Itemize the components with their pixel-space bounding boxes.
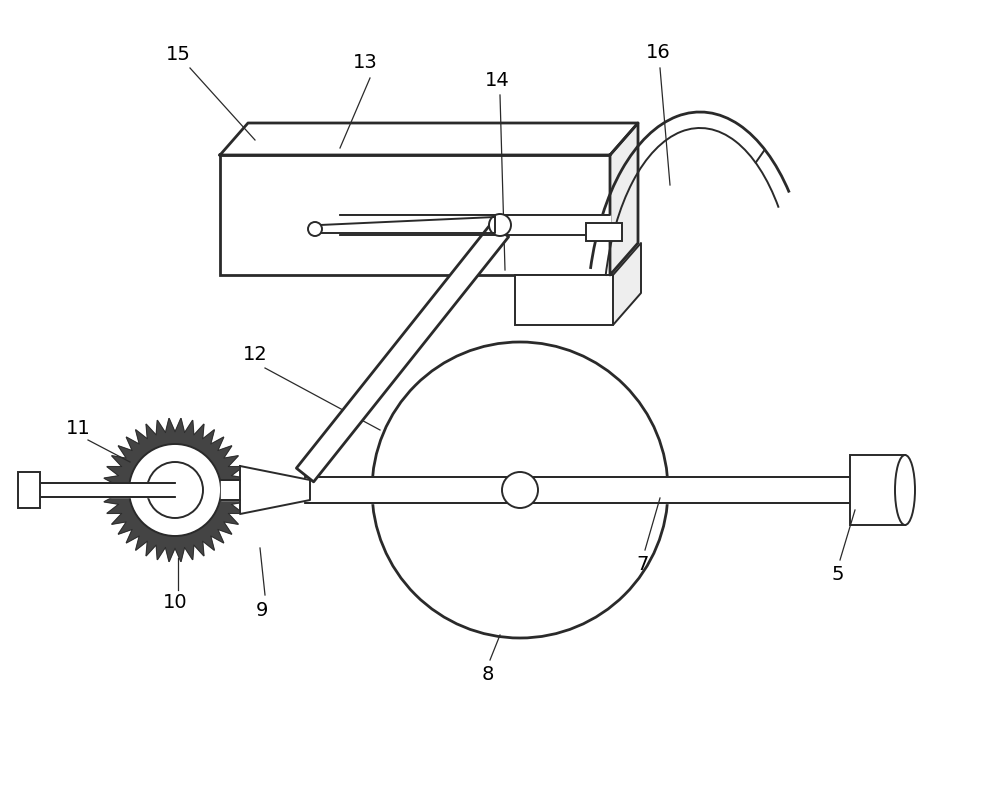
- Bar: [220, 155, 610, 275]
- Polygon shape: [790, 477, 850, 503]
- Polygon shape: [296, 223, 509, 482]
- Polygon shape: [30, 483, 175, 497]
- Text: 16: 16: [646, 42, 670, 61]
- Circle shape: [502, 472, 538, 508]
- Bar: [850, 455, 905, 525]
- Bar: [515, 275, 613, 325]
- Circle shape: [147, 462, 203, 518]
- Circle shape: [308, 222, 322, 236]
- Text: 7: 7: [637, 556, 649, 575]
- Bar: [586, 223, 622, 241]
- Text: 15: 15: [166, 46, 190, 64]
- Polygon shape: [305, 477, 790, 503]
- Text: 14: 14: [485, 71, 509, 89]
- Circle shape: [372, 342, 668, 638]
- Polygon shape: [613, 243, 641, 325]
- Polygon shape: [340, 215, 610, 235]
- Circle shape: [489, 214, 511, 236]
- Bar: [18, 472, 40, 508]
- Text: 13: 13: [353, 53, 377, 72]
- Polygon shape: [610, 123, 638, 275]
- Text: 5: 5: [832, 565, 844, 585]
- Text: 9: 9: [256, 601, 268, 619]
- Circle shape: [129, 444, 221, 536]
- Text: 12: 12: [243, 345, 267, 364]
- Polygon shape: [240, 466, 310, 514]
- Ellipse shape: [895, 455, 915, 525]
- Text: 10: 10: [163, 593, 187, 612]
- Polygon shape: [221, 480, 240, 500]
- Text: 8: 8: [482, 664, 494, 684]
- Text: 11: 11: [66, 418, 90, 437]
- Polygon shape: [220, 123, 638, 155]
- Polygon shape: [103, 418, 247, 562]
- Polygon shape: [312, 217, 495, 233]
